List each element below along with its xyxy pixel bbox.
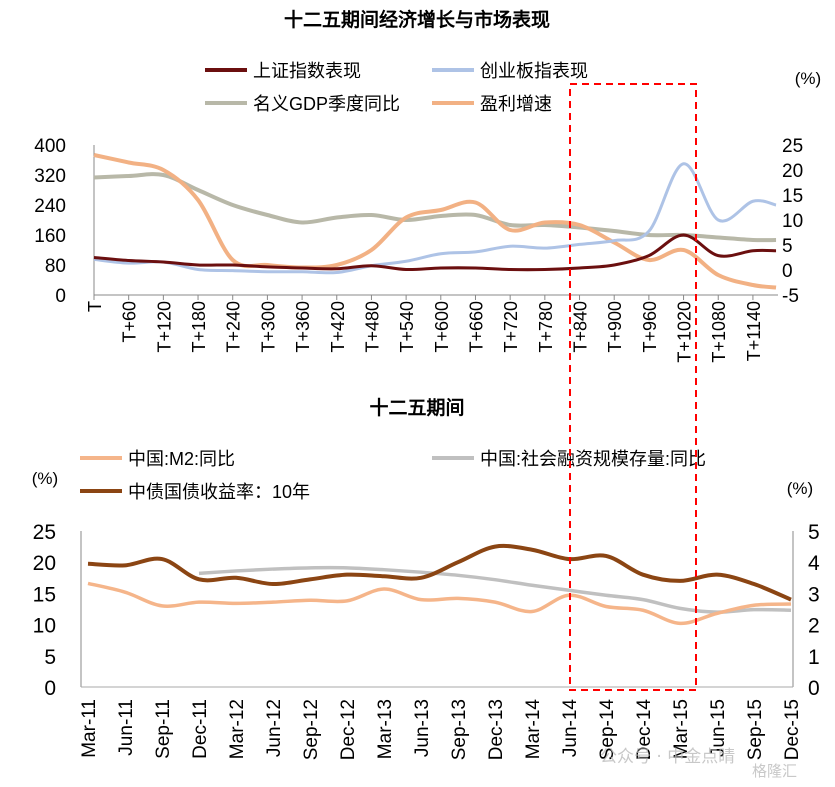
top-chart-title: 十二五期间经济增长与市场表现 (284, 8, 550, 31)
series-line (87, 543, 792, 602)
x-tick-label: T+120 (154, 301, 174, 353)
right-tick-label: 20 (782, 161, 803, 182)
x-tick-label: Jun-12 (264, 699, 285, 757)
right-tick-label: 1 (808, 646, 820, 669)
x-tick-label: Sep-11 (153, 699, 174, 759)
x-tick-label: T+300 (258, 301, 278, 353)
x-tick-label: Dec-13 (486, 699, 507, 760)
left-tick-label: 15 (33, 583, 56, 606)
x-tick-label: T+1080 (709, 301, 729, 363)
series-line (93, 233, 777, 272)
bottom-chart: 0 5 10 15 20 25 0 1 2 3 4 5 Mar-11 Jun-11 Sep-11 Dec-11… (33, 521, 820, 760)
x-tick-label: Sep-15 (745, 699, 766, 760)
x-tick-label: Sep-14 (597, 699, 618, 761)
x-tick-label: T+60 (120, 301, 140, 343)
x-tick-label: T+840 (571, 301, 591, 353)
x-tick-label: T+480 (362, 301, 382, 353)
x-tick-label: Dec-15 (782, 699, 803, 760)
x-tick-label: Jun-13 (412, 699, 433, 757)
legend-label: 盈利增速 (480, 94, 552, 114)
left-tick-label: 5 (44, 646, 56, 669)
x-tick-label: T+1140 (744, 301, 764, 361)
x-tick-label: T+420 (328, 301, 348, 353)
left-tick-label: 320 (34, 166, 66, 187)
bottom-right-unit: (%) (787, 479, 813, 498)
left-tick-label: 400 (34, 136, 66, 157)
legend-label: 上证指数表现 (253, 61, 361, 81)
top-right-unit: (%) (795, 69, 821, 88)
left-tick-label: 240 (34, 196, 66, 217)
x-tick-label: T+900 (605, 301, 625, 353)
left-tick-label: 0 (55, 286, 66, 307)
left-tick-label: 160 (34, 226, 66, 247)
right-tick-label: 0 (782, 261, 793, 282)
x-tick-label: Mar-11 (79, 699, 100, 758)
x-tick-label: T+600 (432, 301, 452, 353)
right-tick-label: 0 (808, 677, 820, 700)
right-tick-label: 5 (808, 521, 820, 544)
x-tick-label: T+720 (501, 301, 521, 353)
bottom-chart-title: 十二五期间 (369, 396, 464, 419)
x-tick-label: Dec-14 (634, 699, 655, 761)
watermark-text: 公众号 · 中金点睛 (600, 747, 736, 767)
x-tick-label: T+240 (224, 301, 244, 353)
x-tick-label: Sep-12 (301, 699, 322, 760)
left-tick-label: 10 (33, 615, 56, 638)
x-tick-label: T (85, 301, 105, 312)
series-line (93, 162, 777, 275)
right-tick-label: -5 (782, 286, 799, 307)
right-tick-label: 25 (782, 136, 803, 157)
legend-label: 中国:M2:同比 (128, 449, 235, 469)
series-line (93, 153, 777, 290)
x-tick-label: T+780 (536, 301, 556, 353)
x-tick-label: Jun-15 (708, 699, 729, 757)
series-line (198, 565, 792, 614)
series-line (87, 581, 792, 626)
x-tick-label: T+960 (640, 301, 660, 353)
x-tick-label: Sep-13 (449, 699, 470, 760)
x-tick-label: T+660 (466, 301, 486, 353)
right-tick-label: 2 (808, 615, 820, 638)
x-tick-label: Jun-11 (116, 699, 137, 756)
right-tick-label: 15 (782, 186, 803, 207)
x-tick-label: Mar-14 (523, 699, 544, 760)
left-tick-label: 25 (33, 521, 56, 544)
highlight-box (569, 83, 697, 691)
x-tick-label: T+360 (293, 301, 313, 353)
right-tick-label: 3 (808, 583, 820, 606)
right-tick-label: 4 (808, 552, 820, 575)
bottom-left-unit: (%) (32, 469, 58, 488)
right-tick-label: 5 (782, 236, 793, 257)
legend-label: 中国:社会融资规模存量:同比 (480, 449, 706, 469)
x-tick-label: Mar-12 (227, 699, 248, 759)
legend-label: 创业板指表现 (480, 61, 588, 81)
x-tick-label: T+1020 (675, 301, 695, 363)
left-tick-label: 20 (33, 552, 56, 575)
legend-label: 名义GDP季度同比 (253, 94, 400, 114)
left-tick-label: 0 (44, 677, 56, 700)
left-tick-label: 80 (45, 256, 66, 277)
x-tick-label: Jun-14 (560, 699, 581, 758)
x-tick-label: T+180 (189, 301, 209, 353)
x-tick-label: T+540 (397, 301, 417, 353)
x-tick-label: Mar-13 (375, 699, 396, 759)
legend-label: 中债国债收益率：10年 (128, 482, 310, 502)
x-tick-label: Mar-15 (671, 699, 692, 759)
x-tick-label: Dec-12 (338, 699, 359, 760)
right-tick-label: 10 (782, 211, 803, 232)
top-chart: 0 80 160 240 320 400 -5 0 5 10 15 20 25 T T+60 T+120 T+1… (34, 136, 803, 363)
x-tick-label: Dec-11 (190, 699, 211, 759)
watermark-logo: 格隆汇 (752, 762, 798, 780)
series-line (93, 172, 777, 243)
